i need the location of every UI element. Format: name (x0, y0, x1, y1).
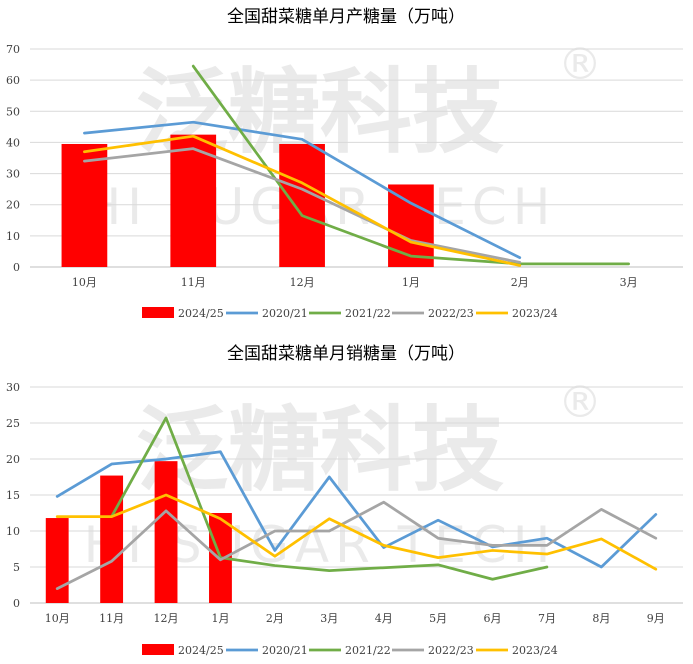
line-2023-24 (55, 493, 658, 571)
y-tick-label: 0 (13, 597, 20, 610)
legend-label: 2022/23 (428, 644, 474, 657)
x-tick-label: 1月 (402, 276, 420, 289)
y-tick-label: 25 (6, 417, 20, 430)
legend-swatch-bar (142, 644, 174, 655)
x-tick-label: 11月 (181, 276, 206, 289)
legend-label: 2020/21 (262, 644, 308, 657)
y-tick-label: 50 (6, 105, 20, 118)
x-tick-label: 7月 (538, 612, 556, 625)
bar-2024-25 (170, 134, 217, 267)
chart-2: 全国甜菜糖单月销糖量（万吨） 0 5 10 15 20 25 30 10月 11月 12月 1月 2月 3… (6, 344, 683, 657)
legend-swatch-bar (142, 307, 174, 318)
legend-label: 2023/24 (512, 307, 558, 320)
line-2023-24 (83, 134, 522, 267)
y-tick-label: 0 (13, 261, 20, 274)
x-tick-label: 3月 (620, 276, 638, 289)
x-tick-label: 11月 (99, 612, 124, 625)
x-tick-label: 1月 (211, 612, 229, 625)
x-tick-label: 12月 (154, 612, 179, 625)
line-2020-21 (55, 450, 658, 569)
y-tick-label: 5 (13, 561, 20, 574)
line-2020-21 (83, 120, 522, 260)
line-2022-23 (83, 147, 522, 264)
chart-title: 全国甜菜糖单月产糖量（万吨） (227, 7, 465, 27)
bar-2024-25 (61, 143, 108, 267)
y-tick-label: 30 (6, 381, 20, 394)
y-tick-label: 15 (6, 489, 20, 502)
x-tick-label: 2月 (511, 276, 529, 289)
x-tick-label: 9月 (647, 612, 665, 625)
y-tick-label: 10 (6, 525, 20, 538)
y-tick-label: 70 (6, 43, 20, 56)
x-tick-label: 5月 (429, 612, 447, 625)
line-2022-23 (55, 500, 658, 590)
y-tick-label: 10 (6, 230, 20, 243)
legend-label: 2023/24 (512, 644, 558, 657)
legend-label: 2021/22 (345, 307, 391, 320)
legend-label: 2020/21 (262, 307, 308, 320)
x-tick-label: 12月 (290, 276, 315, 289)
x-tick-label: 4月 (375, 612, 393, 625)
y-tick-label: 20 (6, 453, 20, 466)
legend: 2024/25 2020/21 2021/22 2022/23 2023/24 (142, 307, 558, 320)
y-tick-label: 20 (6, 199, 20, 212)
x-tick-label: 2月 (266, 612, 284, 625)
bar-2024-25 (154, 461, 178, 603)
legend: 2024/25 2020/21 2021/22 2022/23 2023/24 (142, 644, 558, 657)
bar-2024-25 (388, 184, 434, 267)
chart-1: 全国甜菜糖单月产糖量（万吨） 0 10 20 30 40 50 60 70 10月 11月 12月 1月… (6, 7, 683, 320)
legend-label: 2022/23 (428, 307, 474, 320)
x-tick-label: 10月 (45, 612, 70, 625)
y-tick-label: 30 (6, 168, 20, 181)
x-tick-label: 10月 (72, 276, 97, 289)
bar-2024-25 (45, 518, 69, 603)
watermark-registered: ® (558, 377, 602, 428)
line-2021-22 (110, 416, 549, 581)
watermark-main: 泛糖科技 (136, 397, 504, 504)
x-tick-label: 3月 (320, 612, 338, 625)
x-tick-label: 6月 (484, 612, 502, 625)
legend-label: 2024/25 (178, 307, 224, 320)
y-tick-label: 40 (6, 136, 20, 149)
legend-label: 2024/25 (178, 644, 224, 657)
x-tick-label: 8月 (592, 612, 610, 625)
chart-title: 全国甜菜糖单月销糖量（万吨） (227, 344, 465, 364)
line-2021-22 (191, 64, 630, 266)
bar-2024-25 (100, 475, 124, 603)
legend-label: 2021/22 (345, 644, 391, 657)
bar-2024-25 (279, 143, 325, 267)
watermark-registered: ® (558, 39, 602, 90)
y-tick-label: 60 (6, 74, 20, 87)
